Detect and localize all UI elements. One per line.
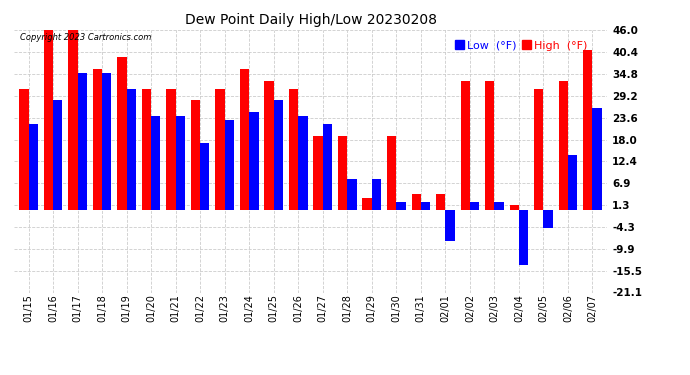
Bar [249,112,259,210]
Bar [338,136,347,210]
Bar [411,194,421,210]
Bar [240,69,249,210]
Bar [274,100,283,210]
Bar [200,144,210,210]
Bar [583,50,593,210]
Bar [436,194,445,210]
Bar [347,178,357,210]
Bar [43,30,53,210]
Bar [534,88,544,210]
Bar [421,202,430,210]
Bar [151,116,161,210]
Bar [323,124,332,210]
Bar [92,69,102,210]
Bar [362,198,372,210]
Bar [510,205,519,210]
Bar [28,124,38,210]
Bar [191,100,200,210]
Bar [53,100,62,210]
Bar [77,73,87,210]
Bar [215,88,225,210]
Title: Dew Point Daily High/Low 20230208: Dew Point Daily High/Low 20230208 [184,13,437,27]
Bar [19,88,28,210]
Bar [544,210,553,228]
Bar [264,81,274,210]
Bar [495,202,504,210]
Bar [166,88,176,210]
Bar [519,210,529,265]
Bar [142,88,151,210]
Bar [445,210,455,241]
Bar [568,155,578,210]
Bar [593,108,602,210]
Text: Copyright 2023 Cartronics.com: Copyright 2023 Cartronics.com [20,33,151,42]
Bar [387,136,396,210]
Bar [313,136,323,210]
Bar [396,202,406,210]
Bar [102,73,111,210]
Bar [372,178,381,210]
Bar [126,88,136,210]
Bar [68,30,77,210]
Bar [559,81,568,210]
Bar [470,202,479,210]
Legend: Low  (°F), High  (°F): Low (°F), High (°F) [453,38,590,53]
Bar [460,81,470,210]
Bar [176,116,185,210]
Bar [289,88,298,210]
Bar [298,116,308,210]
Bar [485,81,495,210]
Bar [225,120,234,210]
Bar [117,57,126,210]
